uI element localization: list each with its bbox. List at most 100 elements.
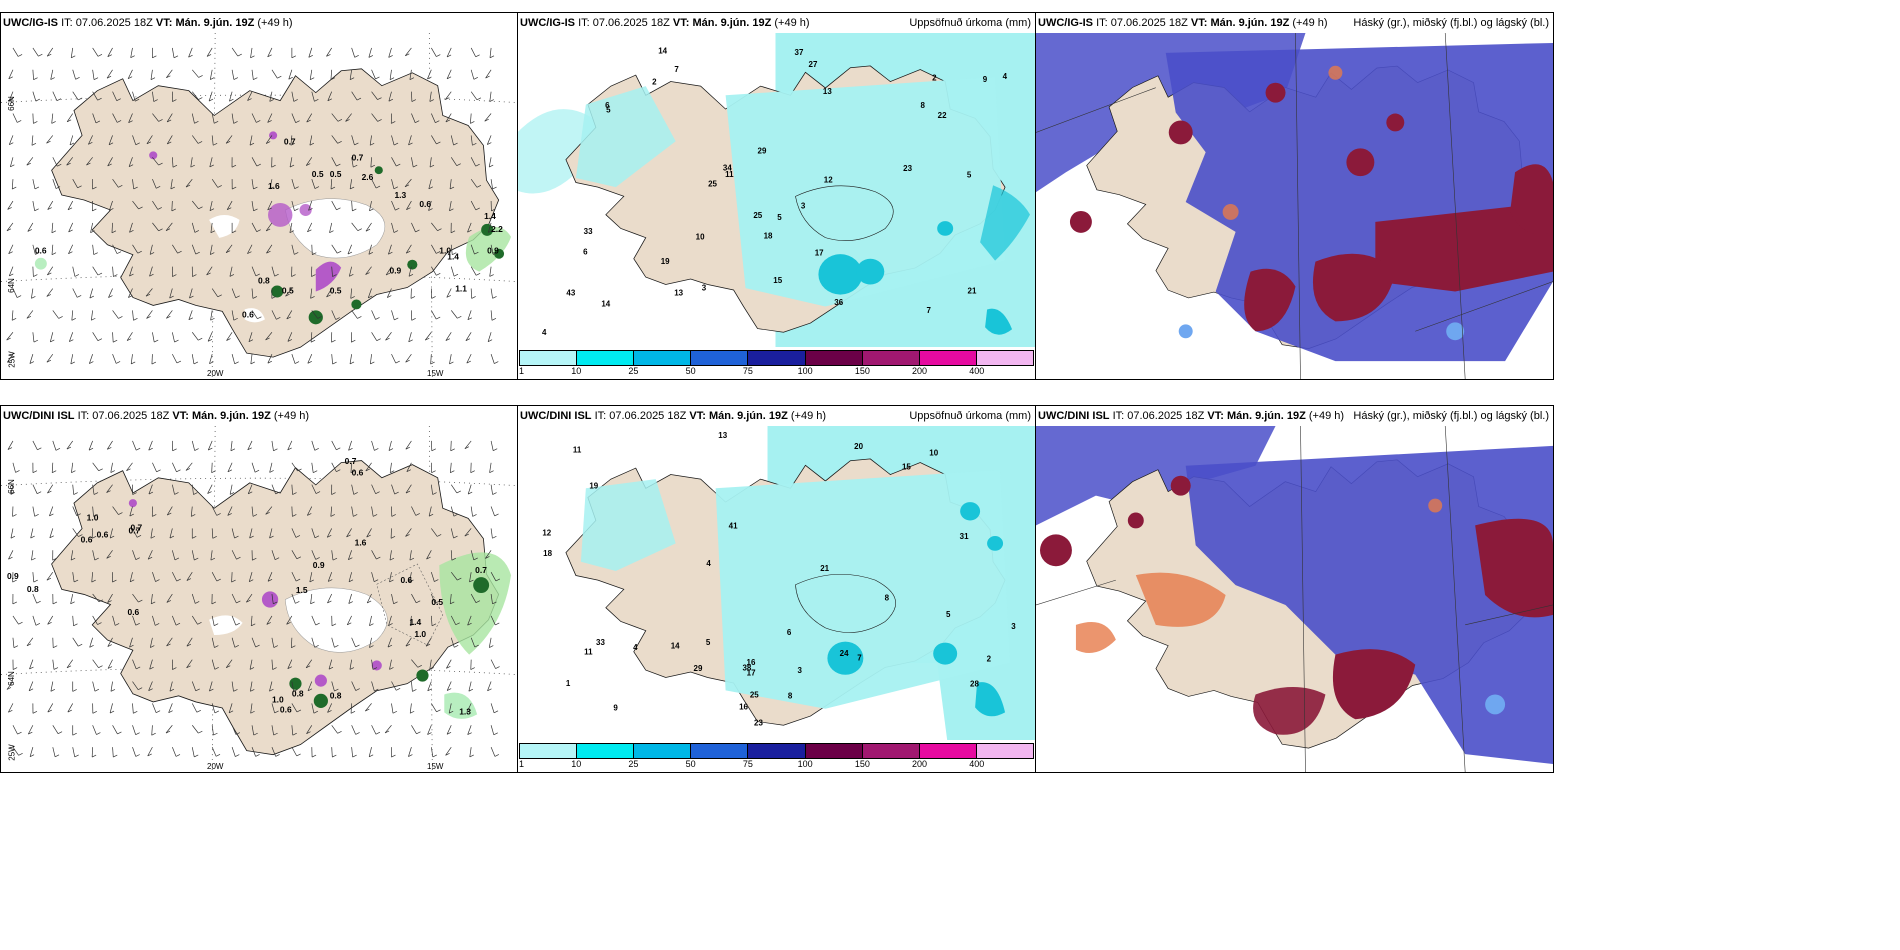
wind-barb-flag bbox=[208, 447, 213, 451]
wind-barb bbox=[331, 113, 339, 122]
wind-barb-flag bbox=[91, 754, 97, 758]
wind-barb bbox=[291, 550, 298, 560]
wind-labels: 0.60.70.50.5 2.60.71.61.30.61.40.80.50.91… bbox=[35, 136, 503, 319]
wind-barbs bbox=[6, 440, 501, 758]
wind-barb-flag bbox=[118, 512, 123, 515]
wind-barb-flag bbox=[149, 666, 154, 670]
wind-barb-flag bbox=[489, 55, 495, 59]
wind-barb-flag bbox=[166, 600, 171, 603]
wind-barb-flag bbox=[255, 273, 260, 277]
wind-barb bbox=[350, 288, 352, 299]
wind-barb-flag bbox=[97, 97, 102, 101]
wind-barb-flag bbox=[197, 141, 203, 144]
wind-barb bbox=[291, 91, 295, 102]
wind-barb bbox=[370, 354, 372, 365]
wind-value-label: 0.6 bbox=[97, 529, 109, 539]
wind-barb-flag bbox=[489, 274, 494, 277]
wind-barb-flag bbox=[176, 578, 181, 582]
wind-barb-flag bbox=[172, 99, 177, 102]
wind-barb bbox=[249, 659, 253, 670]
precip-value-label: 27 bbox=[809, 60, 818, 69]
wind-barb-flag bbox=[110, 689, 116, 692]
wind-barb-flag bbox=[8, 709, 13, 713]
precip-labels: 4135711121310981924161415232031282129334… bbox=[542, 431, 1016, 727]
wind-barb-flag bbox=[427, 76, 432, 80]
wind-barb-flag bbox=[37, 447, 42, 451]
wind-barb-flag bbox=[457, 315, 462, 319]
precip-value-label: 19 bbox=[661, 257, 670, 266]
wind-barb-flag bbox=[369, 208, 374, 212]
wind-barb bbox=[132, 681, 139, 690]
wind-barb bbox=[172, 615, 177, 626]
wind-barb-flag bbox=[355, 644, 360, 648]
wind-barb bbox=[446, 659, 452, 669]
wind-barb-flag bbox=[370, 142, 375, 146]
wind-barb bbox=[92, 725, 97, 735]
precip-value-label: 24 bbox=[840, 649, 849, 658]
wind-map[interactable]: 0.9 0.8 0.6 0.7 1.0 0.6 0.7 0.7 0.6 0.9 1.6 1.5 0.8 0… bbox=[1, 426, 517, 772]
wind-barb-flag bbox=[47, 272, 52, 276]
wind-barb bbox=[311, 550, 317, 560]
wind-barb-flag bbox=[349, 77, 355, 80]
wind-barb bbox=[289, 222, 293, 233]
wind-barb bbox=[172, 462, 177, 472]
precip-map[interactable]: 4 1 3 5 7 11 12 13 10 9 8 19 24 16 14 15 23 20 31 28 21 29 33 4… bbox=[518, 426, 1035, 740]
wind-barb bbox=[152, 113, 159, 122]
wind-barb bbox=[469, 747, 472, 758]
wind-barb bbox=[450, 637, 455, 648]
graticule bbox=[1, 33, 517, 379]
wind-barb-flag bbox=[493, 448, 498, 451]
wind-barb bbox=[309, 135, 313, 146]
wind-barb-flag bbox=[126, 338, 132, 341]
precip-value-label: 4 bbox=[706, 559, 711, 568]
wind-barb-flag bbox=[136, 447, 141, 451]
wind-barb-flag bbox=[8, 76, 13, 80]
wind-barb bbox=[269, 681, 273, 692]
wind-barb bbox=[446, 47, 452, 58]
wind-barb-flag bbox=[210, 317, 215, 321]
wind-barb bbox=[172, 747, 177, 757]
wind-barb bbox=[109, 200, 113, 211]
wind-barb bbox=[72, 572, 75, 583]
wind-barb bbox=[424, 332, 432, 341]
wind-barb-flag bbox=[293, 99, 298, 102]
wind-barb-flag bbox=[266, 622, 271, 625]
cloud-map[interactable] bbox=[1036, 426, 1553, 772]
wind-barb bbox=[191, 703, 198, 713]
precip-value-label: 25 bbox=[708, 179, 717, 188]
wind-barb bbox=[291, 746, 297, 757]
wind-barb-flag bbox=[476, 97, 482, 101]
wind-barb-flag bbox=[253, 77, 258, 80]
wind-barb-flag bbox=[89, 645, 94, 648]
wind-barb-flag bbox=[367, 600, 372, 604]
wind-barb-flag bbox=[335, 317, 340, 320]
wind-barb bbox=[231, 593, 237, 604]
wind-barb-flag bbox=[55, 186, 61, 189]
wind-barb bbox=[450, 484, 458, 494]
wind-barb bbox=[211, 506, 217, 516]
wind-barb-flag bbox=[165, 228, 171, 231]
wind-barb-flag bbox=[436, 709, 441, 713]
cloud-map[interactable] bbox=[1036, 33, 1553, 379]
wind-barb bbox=[146, 135, 153, 144]
wind-barb-flag bbox=[365, 228, 371, 232]
wind-barb bbox=[211, 178, 219, 188]
wind-barb bbox=[369, 135, 372, 146]
wind-barb-flag bbox=[466, 360, 471, 364]
wind-barb bbox=[444, 91, 452, 100]
wind-barb-flag bbox=[405, 359, 410, 363]
precip-value-label: 12 bbox=[542, 528, 551, 537]
wind-barb bbox=[425, 637, 432, 647]
wind-barb bbox=[132, 615, 137, 626]
wind-barb bbox=[52, 157, 58, 167]
wind-barb-flag bbox=[314, 645, 319, 648]
wind-barb bbox=[129, 266, 133, 277]
wind-barb-flag bbox=[315, 557, 320, 560]
wind-barb-flag bbox=[7, 207, 12, 210]
wind-map[interactable]: 0.6 0.7 0.5 0.5 2.6 0.7 1.6 1.3 0.6 1.4 0.8 0.5 0.9 1… bbox=[1, 33, 517, 379]
wind-barb-flag bbox=[236, 556, 241, 560]
wind-barb-flag bbox=[71, 470, 76, 473]
wind-barb-flag bbox=[314, 186, 320, 189]
wind-barb bbox=[306, 725, 313, 734]
precip-map[interactable]: 2 5 11 7 6 5 12 13 10 9 8 7 6 4 3 27 14 22 37 36 33 34 23 29 25 2… bbox=[518, 33, 1035, 347]
